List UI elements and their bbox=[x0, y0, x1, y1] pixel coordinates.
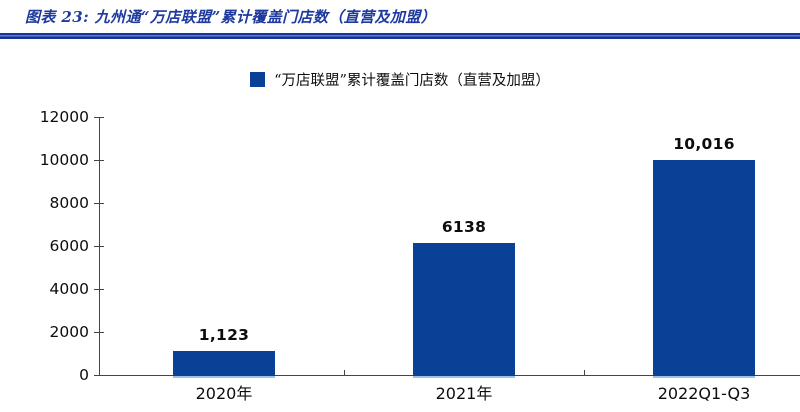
legend-label: “万店联盟”累计覆盖门店数（直营及加盟） bbox=[274, 72, 550, 89]
x-axis-category-label: 2020年 bbox=[195, 384, 253, 403]
y-axis-tick-label: 8000 bbox=[49, 194, 89, 212]
y-axis-tick-label: 0 bbox=[79, 366, 89, 384]
bar-value-label: 6138 bbox=[441, 218, 487, 237]
y-axis-tick bbox=[94, 160, 104, 162]
y-axis-tick bbox=[94, 332, 104, 334]
y-axis-tick bbox=[94, 289, 104, 291]
title-separator-rule bbox=[0, 33, 800, 39]
x-axis-tick bbox=[584, 370, 586, 375]
y-axis-tick bbox=[94, 203, 104, 205]
y-axis-tick-label: 4000 bbox=[49, 280, 89, 298]
y-axis-tick bbox=[94, 246, 104, 248]
y-axis-tick-label: 10000 bbox=[39, 151, 89, 169]
x-axis-category-label: 2022Q1-Q3 bbox=[657, 384, 751, 403]
bar bbox=[173, 350, 275, 378]
y-axis-tick-label: 6000 bbox=[49, 237, 89, 255]
bar bbox=[653, 159, 755, 378]
x-axis-tick bbox=[344, 370, 346, 375]
y-axis-tick-label: 2000 bbox=[49, 323, 89, 341]
y-axis-tick-label: 12000 bbox=[39, 108, 89, 126]
bar-value-label: 10,016 bbox=[673, 134, 735, 153]
x-axis-category-label: 2021年 bbox=[435, 384, 493, 403]
y-axis-tick bbox=[94, 117, 104, 119]
legend-swatch-icon bbox=[250, 71, 266, 87]
figure-title: 图表 23: 九州通“万店联盟”累计覆盖门店数（直营及加盟） bbox=[25, 8, 437, 26]
bar bbox=[413, 243, 515, 378]
chart-legend: “万店联盟”累计覆盖门店数（直营及加盟） bbox=[0, 70, 800, 89]
bar-value-label: 1,123 bbox=[198, 325, 250, 344]
